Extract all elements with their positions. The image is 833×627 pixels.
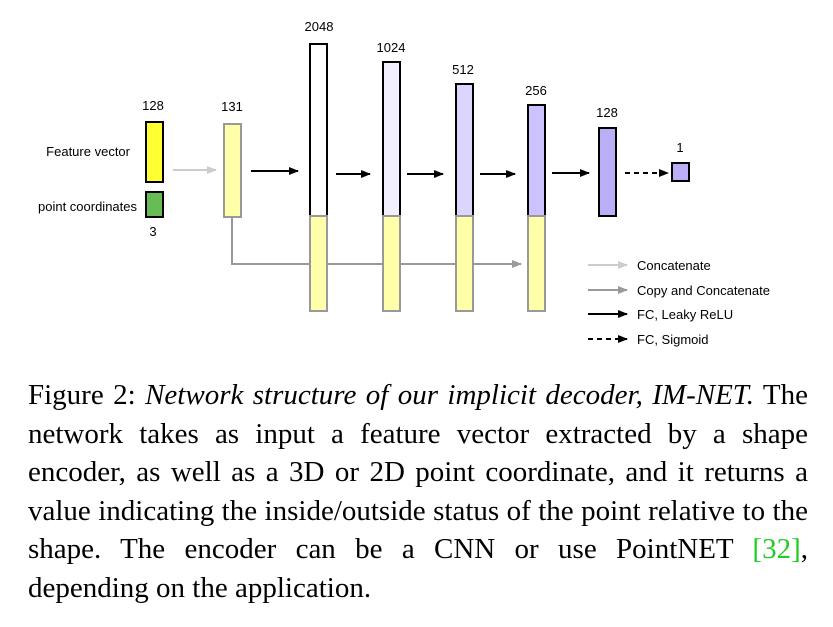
- layer-512-size: 512: [452, 62, 474, 77]
- copy-concatenate-line: [231, 217, 522, 268]
- legend-concatenate-label: Concatenate: [637, 258, 711, 273]
- feature-vector-label: Feature vector: [46, 144, 130, 159]
- caption-suffix: , depending on the application.: [28, 533, 808, 604]
- caption-title: Network structure of our implicit decode…: [145, 379, 755, 411]
- point-coordinates-block: [145, 191, 164, 218]
- layer-128-block: [598, 127, 617, 217]
- figure-caption: Figure 2: Network structure of our impli…: [28, 376, 808, 608]
- layer-2048-size: 2048: [305, 19, 334, 34]
- layer-512-block: [455, 83, 474, 217]
- layer-256-size: 256: [525, 83, 547, 98]
- layer-256-block: [527, 104, 546, 217]
- network-diagram: 128 Feature vector point coordinates 3 1…: [38, 19, 770, 347]
- legend-fc-sigmoid-label: FC, Sigmoid: [637, 332, 709, 347]
- legend-fc-leaky-relu-label: FC, Leaky ReLU: [637, 307, 733, 322]
- legend-copy-concatenate-label: Copy and Concatenate: [637, 283, 770, 298]
- output-block: [671, 162, 690, 182]
- caption-prefix: Figure 2:: [28, 379, 146, 411]
- citation-link[interactable]: [32]: [752, 533, 801, 566]
- layer-2048-copy: [309, 215, 328, 312]
- concat-layer-block: [223, 123, 242, 218]
- feature-vector-block: [145, 121, 164, 183]
- layer-1024-size: 1024: [377, 40, 406, 55]
- caption-body: The network takes as input a feature vec…: [28, 379, 808, 566]
- layer-1024-copy: [382, 215, 401, 312]
- legend: Concatenate Copy and Concatenate FC, Lea…: [588, 258, 770, 347]
- point-coordinates-label: point coordinates: [38, 199, 138, 214]
- layer-512-copy: [455, 215, 474, 312]
- layer-2048-block: [309, 43, 328, 217]
- point-coordinates-size: 3: [149, 224, 156, 239]
- output-size: 1: [676, 140, 683, 155]
- concat-layer-size: 131: [221, 99, 243, 114]
- feature-vector-size: 128: [142, 98, 164, 113]
- layer-256-copy: [527, 215, 546, 312]
- layer-1024-block: [382, 61, 401, 217]
- layer-128-size: 128: [596, 105, 618, 120]
